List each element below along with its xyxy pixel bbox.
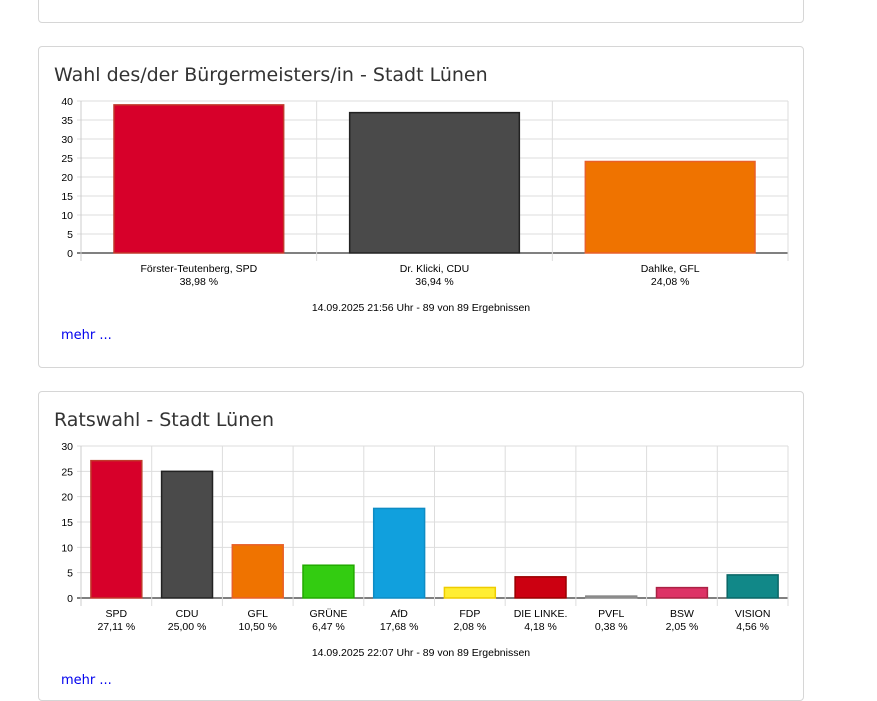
y-tick-label: 20 (61, 492, 73, 504)
category-label: SPD (106, 608, 128, 620)
y-tick-label: 25 (61, 153, 73, 165)
bar (302, 564, 355, 599)
percent-label: 24,08 % (651, 276, 690, 288)
category-label: PVFL (598, 608, 624, 620)
bar (514, 576, 567, 599)
mayor-results-timestamp: 14.09.2025 21:56 Uhr - 89 von 89 Ergebni… (311, 302, 531, 314)
percent-label: 0,38 % (595, 621, 628, 633)
y-tick-label: 0 (67, 248, 73, 260)
category-label: CDU (176, 608, 199, 620)
council-more-link[interactable]: mehr ... (61, 673, 112, 688)
percent-label: 38,98 % (180, 276, 219, 288)
percent-label: 25,00 % (168, 621, 207, 633)
previous-card (38, 0, 804, 23)
mayor-more-link[interactable]: mehr ... (61, 328, 112, 343)
bar (372, 507, 426, 599)
council-chart-title: Ratswahl - Stadt Lünen (54, 409, 274, 431)
category-label: AfD (390, 608, 408, 620)
council-election-card: Ratswahl - Stadt Lünen 0 5 10 15 20 25 30 SPD 27… (38, 391, 804, 701)
bar (90, 459, 143, 599)
percent-label: 17,68 % (380, 621, 419, 633)
y-tick-label: 15 (61, 517, 73, 529)
bar (726, 574, 779, 599)
percent-label: 6,47 % (312, 621, 345, 633)
percent-label: 2,08 % (453, 621, 486, 633)
category-label: DIE LINKE. (514, 608, 568, 620)
y-tick-label: 5 (67, 568, 73, 580)
council-results-timestamp: 14.09.2025 22:07 Uhr - 89 von 89 Ergebni… (311, 647, 531, 659)
category-label: FDP (459, 608, 480, 620)
y-tick-label: 15 (61, 191, 73, 203)
category-label: Förster-Teutenberg, SPD (140, 263, 257, 275)
bar (231, 544, 284, 599)
bar (160, 470, 214, 599)
percent-label: 36,94 % (415, 276, 454, 288)
percent-label: 10,50 % (238, 621, 277, 633)
y-tick-label: 35 (61, 115, 73, 127)
category-label: Dr. Klicki, CDU (400, 263, 469, 275)
bar (655, 586, 709, 599)
bar (348, 111, 521, 254)
y-tick-label: 30 (61, 441, 73, 453)
bar (113, 104, 285, 254)
bar (584, 160, 756, 254)
category-label: BSW (670, 608, 694, 620)
bar (585, 595, 638, 599)
y-tick-label: 10 (61, 542, 73, 554)
percent-label: 4,56 % (736, 621, 769, 633)
category-label: GFL (248, 608, 269, 620)
y-tick-label: 40 (61, 96, 73, 108)
y-tick-label: 30 (61, 134, 73, 146)
bar (443, 586, 497, 599)
percent-label: 2,05 % (666, 621, 699, 633)
percent-label: 4,18 % (524, 621, 557, 633)
category-label: VISION (735, 608, 771, 620)
mayor-election-card: Wahl des/der Bürgermeisters/in - Stadt L… (38, 46, 804, 368)
mayor-chart-title: Wahl des/der Bürgermeisters/in - Stadt L… (54, 64, 488, 86)
y-tick-label: 25 (61, 466, 73, 478)
category-label: Dahlke, GFL (641, 263, 700, 275)
y-tick-label: 5 (67, 229, 73, 241)
percent-label: 27,11 % (97, 621, 135, 633)
y-tick-label: 0 (67, 593, 73, 605)
y-tick-label: 10 (61, 210, 73, 222)
category-label: GRÜNE (309, 608, 347, 620)
y-tick-label: 20 (61, 172, 73, 184)
